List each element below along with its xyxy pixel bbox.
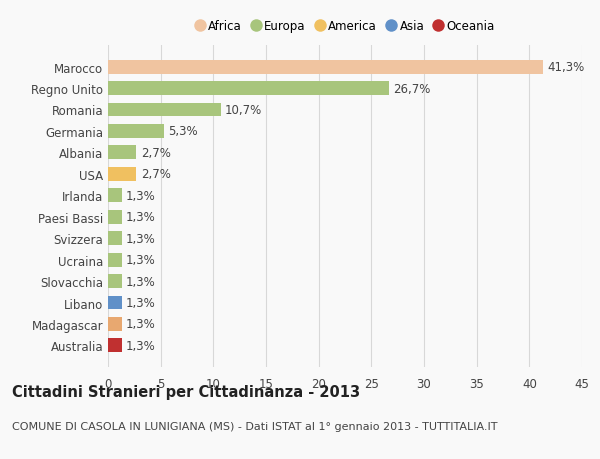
Text: 41,3%: 41,3% xyxy=(547,61,584,74)
Text: 1,3%: 1,3% xyxy=(126,318,155,331)
Text: 1,3%: 1,3% xyxy=(126,253,155,267)
Text: 2,7%: 2,7% xyxy=(140,168,170,181)
Text: 26,7%: 26,7% xyxy=(394,82,431,95)
Text: 1,3%: 1,3% xyxy=(126,339,155,352)
Bar xyxy=(108,125,164,139)
Bar xyxy=(108,168,136,181)
Bar xyxy=(108,61,543,74)
Bar xyxy=(108,317,122,331)
Text: Cittadini Stranieri per Cittadinanza - 2013: Cittadini Stranieri per Cittadinanza - 2… xyxy=(12,384,360,399)
Legend: Africa, Europa, America, Asia, Oceania: Africa, Europa, America, Asia, Oceania xyxy=(191,17,499,37)
Text: COMUNE DI CASOLA IN LUNIGIANA (MS) - Dati ISTAT al 1° gennaio 2013 - TUTTITALIA.: COMUNE DI CASOLA IN LUNIGIANA (MS) - Dat… xyxy=(12,421,497,431)
Text: 10,7%: 10,7% xyxy=(225,104,262,117)
Text: 1,3%: 1,3% xyxy=(126,275,155,288)
Text: 5,3%: 5,3% xyxy=(168,125,197,138)
Bar xyxy=(108,146,136,160)
Bar xyxy=(108,82,389,96)
Bar xyxy=(108,253,122,267)
Bar xyxy=(108,103,221,117)
Text: 1,3%: 1,3% xyxy=(126,232,155,245)
Bar xyxy=(108,232,122,246)
Text: 2,7%: 2,7% xyxy=(140,146,170,160)
Text: 1,3%: 1,3% xyxy=(126,190,155,202)
Text: 1,3%: 1,3% xyxy=(126,211,155,224)
Text: 1,3%: 1,3% xyxy=(126,297,155,309)
Bar xyxy=(108,210,122,224)
Bar xyxy=(108,189,122,203)
Bar xyxy=(108,274,122,288)
Bar xyxy=(108,339,122,353)
Bar xyxy=(108,296,122,310)
